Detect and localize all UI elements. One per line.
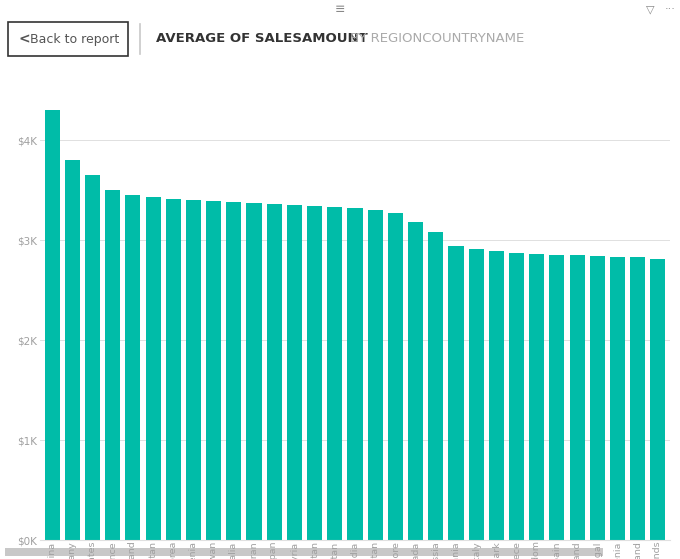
Bar [307,206,322,540]
Bar [85,175,100,540]
Bar [327,207,342,540]
Bar [146,197,160,540]
Bar [489,251,504,540]
Bar [570,255,585,540]
Bar [408,222,423,540]
Bar [590,256,605,540]
Text: Back to report: Back to report [30,32,119,45]
Bar [610,257,625,540]
Text: ···: ··· [664,4,675,14]
Bar [105,190,120,540]
Bar [549,254,564,540]
Bar [388,213,403,540]
Bar [347,208,362,540]
Bar [630,257,645,540]
Text: <: < [18,32,30,46]
Bar [206,201,221,540]
Bar [650,258,666,540]
Bar [45,110,60,540]
Bar [226,201,241,540]
Text: ▽: ▽ [646,4,654,14]
Bar [125,195,141,540]
Bar [368,210,383,540]
Bar [246,202,262,540]
Text: BY REGIONCOUNTRYNAME: BY REGIONCOUNTRYNAME [350,32,524,45]
Text: AVERAGE OF SALESAMOUNT: AVERAGE OF SALESAMOUNT [156,32,368,45]
Bar [267,204,282,540]
Bar [8,22,128,56]
Text: ≡: ≡ [335,2,345,16]
Bar [166,199,181,540]
Bar [186,200,201,540]
Bar [448,246,464,540]
Bar [5,548,603,556]
Bar [287,205,302,540]
Bar [469,249,483,540]
Bar [65,160,80,540]
Bar [428,232,443,540]
Bar [529,253,544,540]
Bar [509,253,524,540]
